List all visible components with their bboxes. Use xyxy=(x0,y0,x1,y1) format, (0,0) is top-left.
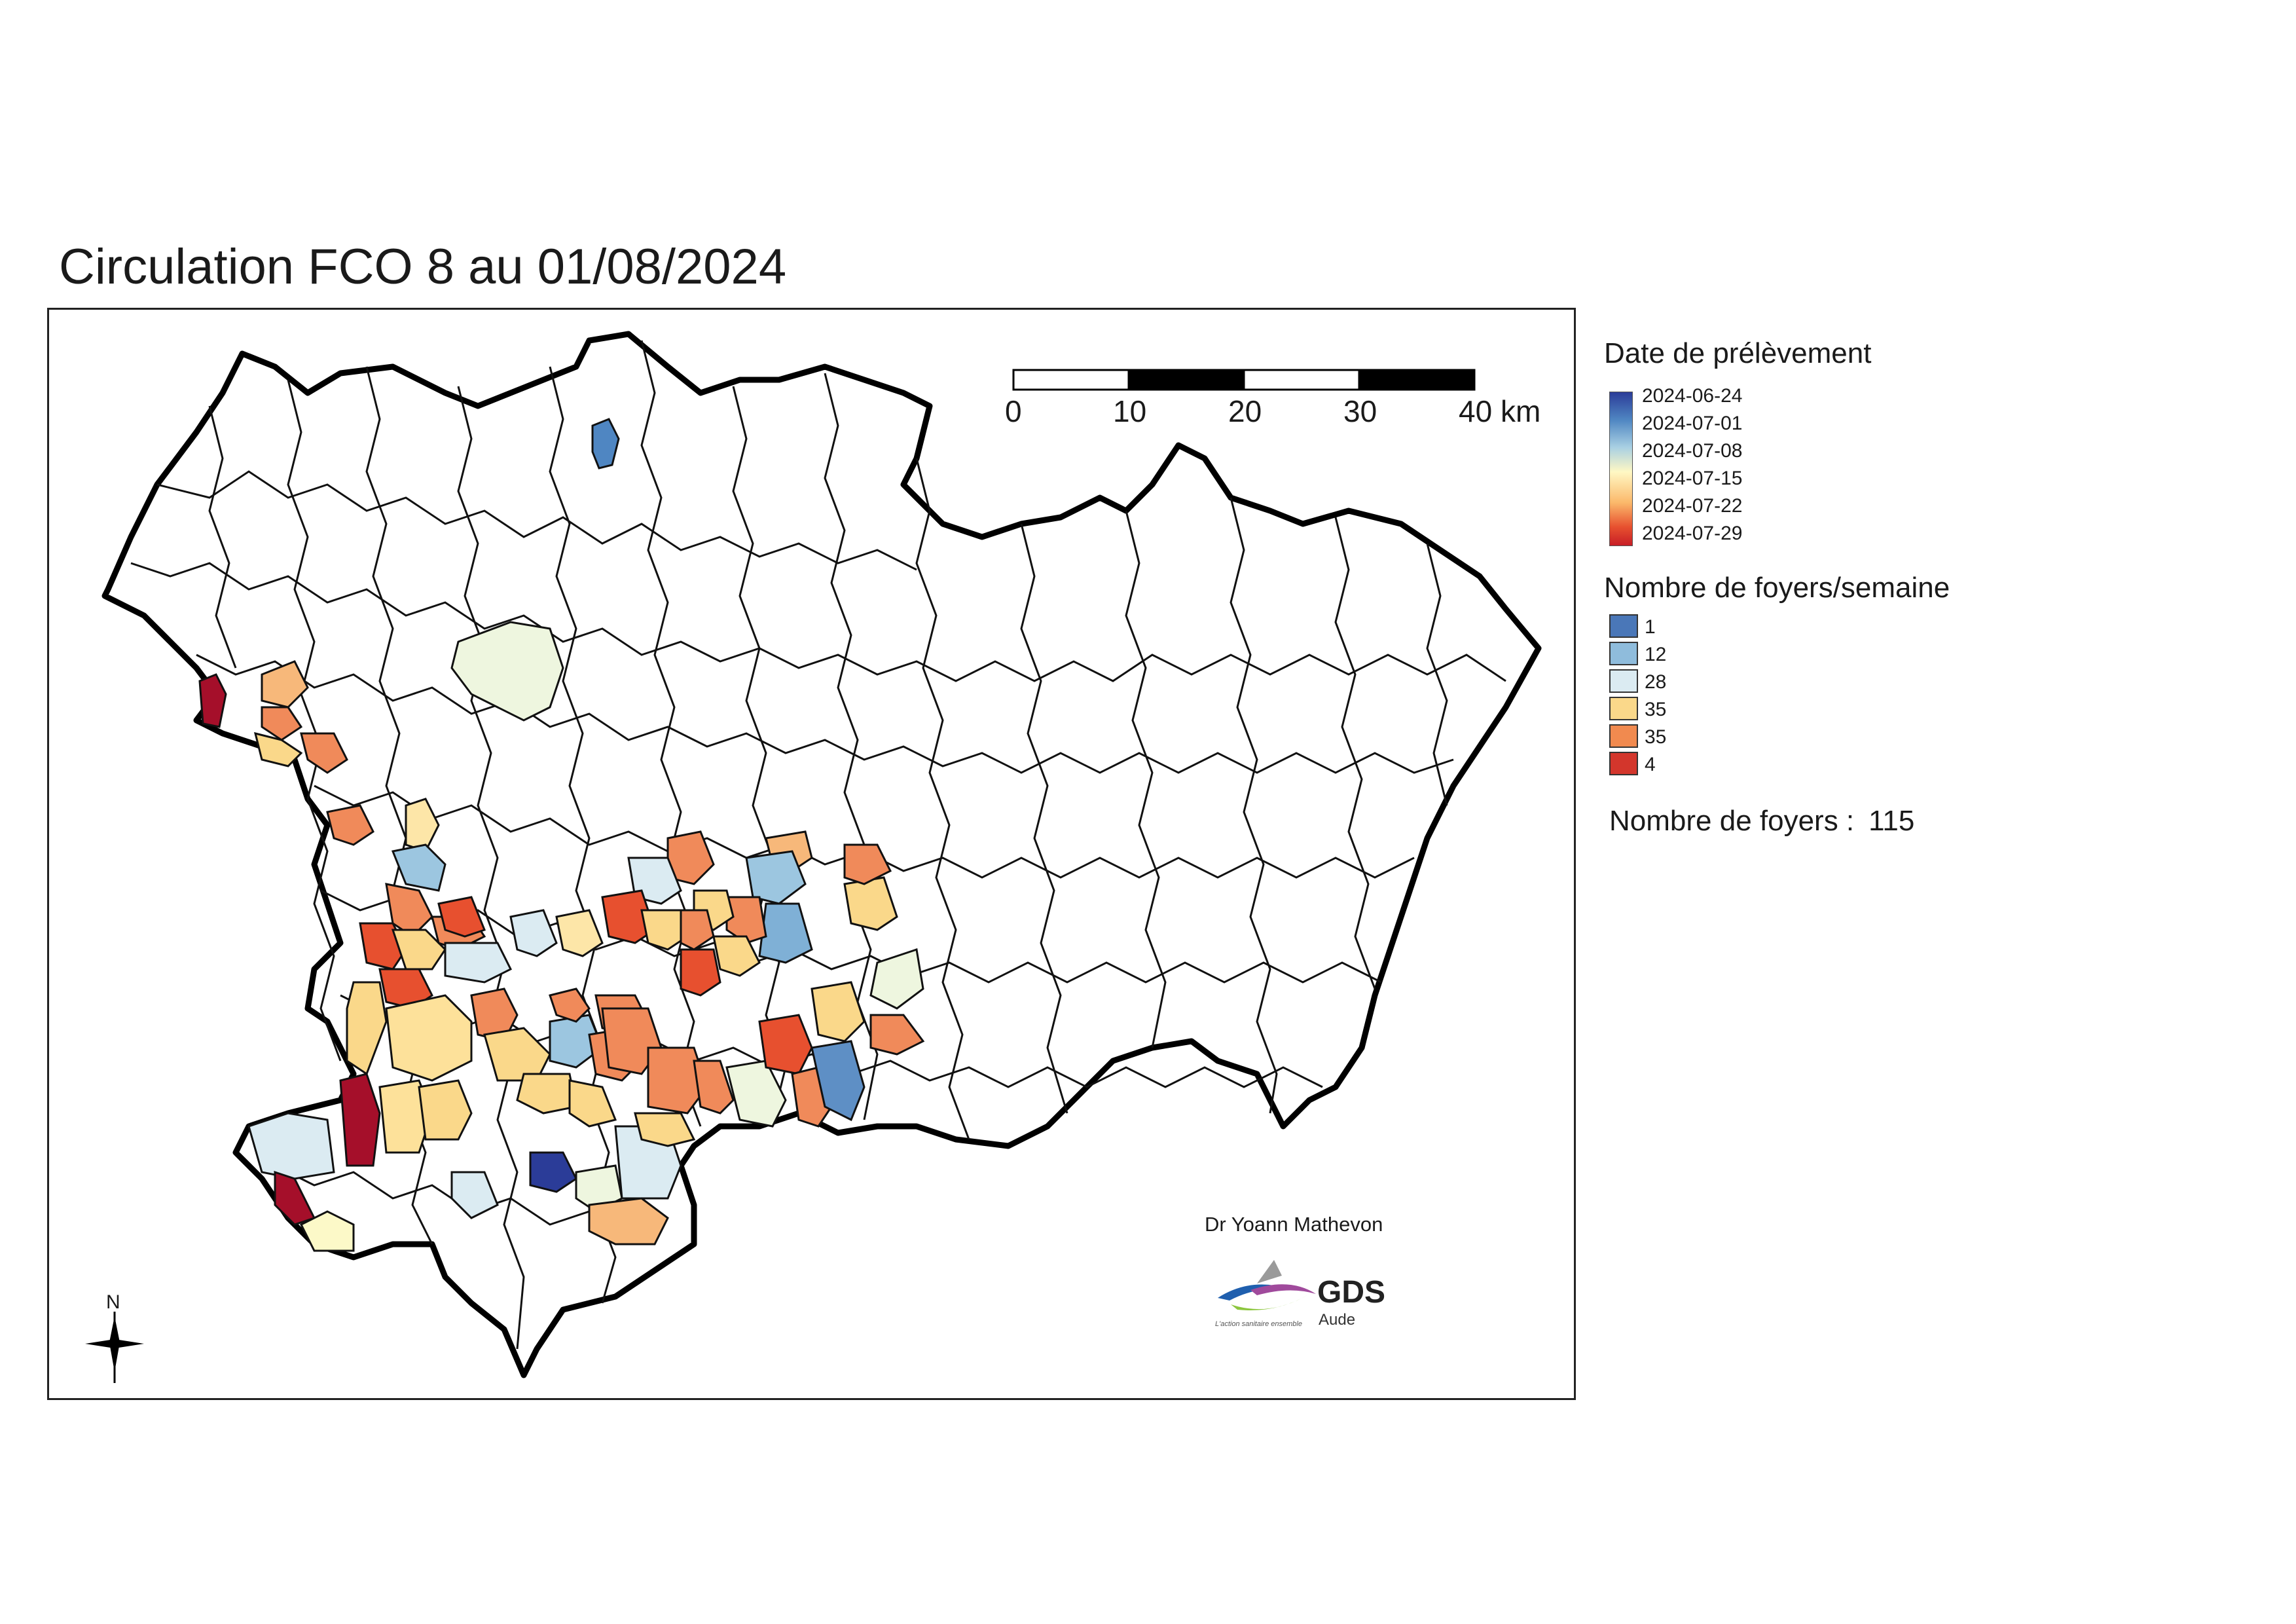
legend-date-label: 2024-07-01 xyxy=(1642,413,1743,434)
legend-foyers-label: 28 xyxy=(1645,671,1667,693)
legend-date-label: 2024-07-29 xyxy=(1642,523,1743,544)
legend-date-label: 2024-07-08 xyxy=(1642,440,1743,462)
north-label: N xyxy=(106,1291,120,1313)
scale-tick-10: 10 xyxy=(1113,394,1147,428)
map-frame xyxy=(47,308,1576,1400)
commune-cluster-center-large xyxy=(450,621,564,722)
commune-west-darkred xyxy=(198,673,227,728)
logo-sub: Aude xyxy=(1319,1311,1356,1329)
legend-foyers-title: Nombre de foyers/semaine xyxy=(1604,572,1950,604)
map-title: Circulation FCO 8 au 01/08/2024 xyxy=(59,239,787,295)
commune-cluster-north xyxy=(591,418,620,470)
total-foyers-label: Nombre de foyers : xyxy=(1609,805,1855,837)
legend-date-color-ramp xyxy=(1609,392,1633,546)
legend-swatch xyxy=(1609,669,1638,693)
legend-foyers-label: 12 xyxy=(1645,644,1667,665)
legend-swatch xyxy=(1609,614,1638,638)
total-foyers: Nombre de foyers : 115 xyxy=(1609,807,1914,836)
scale-tick-40: 40 km xyxy=(1459,394,1541,428)
legend-swatch xyxy=(1609,724,1638,748)
legend-foyers-label: 35 xyxy=(1645,726,1667,748)
legend-swatch xyxy=(1609,642,1638,665)
legend-swatch xyxy=(1609,752,1638,775)
total-foyers-value: 115 xyxy=(1868,805,1915,837)
legend-date-label: 2024-07-15 xyxy=(1642,468,1743,489)
legend-foyers-label: 1 xyxy=(1645,616,1656,638)
logo-name: GDS xyxy=(1317,1275,1386,1310)
affected-communes xyxy=(198,418,925,1252)
legend-date-title: Date de prélèvement xyxy=(1604,337,1872,369)
scale-tick-30: 30 xyxy=(1343,394,1377,428)
legend-foyers-label: 35 xyxy=(1645,699,1667,720)
legend-swatch xyxy=(1609,697,1638,720)
scale-tick-20: 20 xyxy=(1228,394,1262,428)
scale-tick-0: 0 xyxy=(1005,394,1022,428)
scale-bar xyxy=(1012,369,1476,391)
gds-logo xyxy=(1211,1257,1408,1336)
legend-foyers-label: 4 xyxy=(1645,754,1656,775)
author-credit: Dr Yoann Mathevon xyxy=(1205,1213,1383,1236)
north-arrow-icon xyxy=(85,1312,144,1383)
legend-date-label: 2024-07-22 xyxy=(1642,495,1743,517)
logo-tagline: L'action sanitaire ensemble xyxy=(1215,1320,1302,1328)
legend-date-label: 2024-06-24 xyxy=(1642,385,1743,407)
